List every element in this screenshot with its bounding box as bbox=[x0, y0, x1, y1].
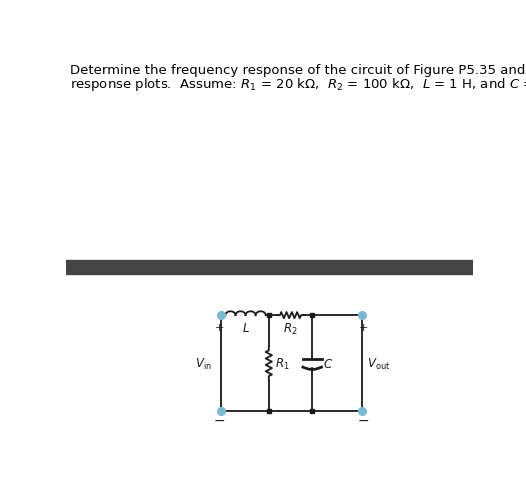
Text: Determine the frequency response of the circuit of Figure P5.35 and generate fre: Determine the frequency response of the … bbox=[69, 64, 526, 77]
Bar bbox=[66, 260, 473, 274]
Text: −: − bbox=[214, 413, 225, 427]
Text: $R_1$: $R_1$ bbox=[275, 356, 290, 371]
Text: response plots.  Assume: $R_1$ = 20 kΩ,  $R_2$ = 100 kΩ,  $L$ = 1 H, and $C$ = 1: response plots. Assume: $R_1$ = 20 kΩ, $… bbox=[69, 76, 526, 93]
Text: +: + bbox=[359, 322, 368, 333]
Text: $L$: $L$ bbox=[241, 322, 249, 334]
Text: $C$: $C$ bbox=[323, 357, 333, 370]
Text: $R_2$: $R_2$ bbox=[283, 322, 298, 337]
Text: $V_\mathrm{out}$: $V_\mathrm{out}$ bbox=[367, 356, 390, 371]
Text: −: − bbox=[358, 413, 369, 427]
Text: +: + bbox=[215, 322, 224, 333]
Text: $V_\mathrm{in}$: $V_\mathrm{in}$ bbox=[195, 356, 212, 371]
